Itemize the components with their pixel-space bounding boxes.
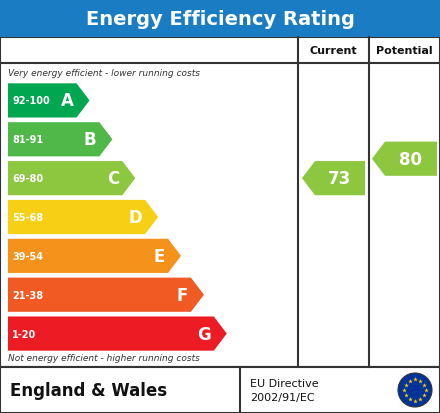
Text: England & Wales: England & Wales [10, 381, 167, 399]
Polygon shape [8, 239, 181, 273]
Polygon shape [302, 161, 365, 196]
Polygon shape [372, 142, 437, 176]
Text: Very energy efficient - lower running costs: Very energy efficient - lower running co… [8, 68, 200, 77]
Text: A: A [61, 92, 73, 110]
Text: 21-38: 21-38 [12, 290, 43, 300]
Text: 55-68: 55-68 [12, 212, 43, 223]
Circle shape [398, 373, 432, 407]
Text: G: G [197, 325, 211, 343]
Text: Potential: Potential [376, 46, 433, 56]
Bar [0, 38, 440, 367]
Polygon shape [8, 278, 204, 312]
Text: Current: Current [310, 46, 357, 56]
Text: D: D [128, 209, 142, 226]
Bar [0, 367, 440, 413]
Text: C: C [107, 170, 119, 188]
Polygon shape [8, 200, 158, 235]
Text: Not energy efficient - higher running costs: Not energy efficient - higher running co… [8, 354, 200, 363]
Text: 81-91: 81-91 [12, 135, 43, 145]
Polygon shape [8, 317, 227, 351]
Text: F: F [176, 286, 188, 304]
Polygon shape [8, 84, 89, 118]
Text: Energy Efficiency Rating: Energy Efficiency Rating [85, 9, 355, 28]
Text: EU Directive
2002/91/EC: EU Directive 2002/91/EC [250, 378, 319, 401]
Text: E: E [154, 247, 165, 265]
Text: 39-54: 39-54 [12, 251, 43, 261]
Text: 92-100: 92-100 [12, 96, 50, 106]
Polygon shape [8, 161, 135, 196]
Text: 80: 80 [400, 150, 422, 169]
Bar [0, 0, 440, 38]
Polygon shape [8, 123, 112, 157]
Text: 73: 73 [328, 170, 352, 188]
Text: 69-80: 69-80 [12, 174, 43, 184]
Text: B: B [84, 131, 96, 149]
Text: 1-20: 1-20 [12, 329, 36, 339]
